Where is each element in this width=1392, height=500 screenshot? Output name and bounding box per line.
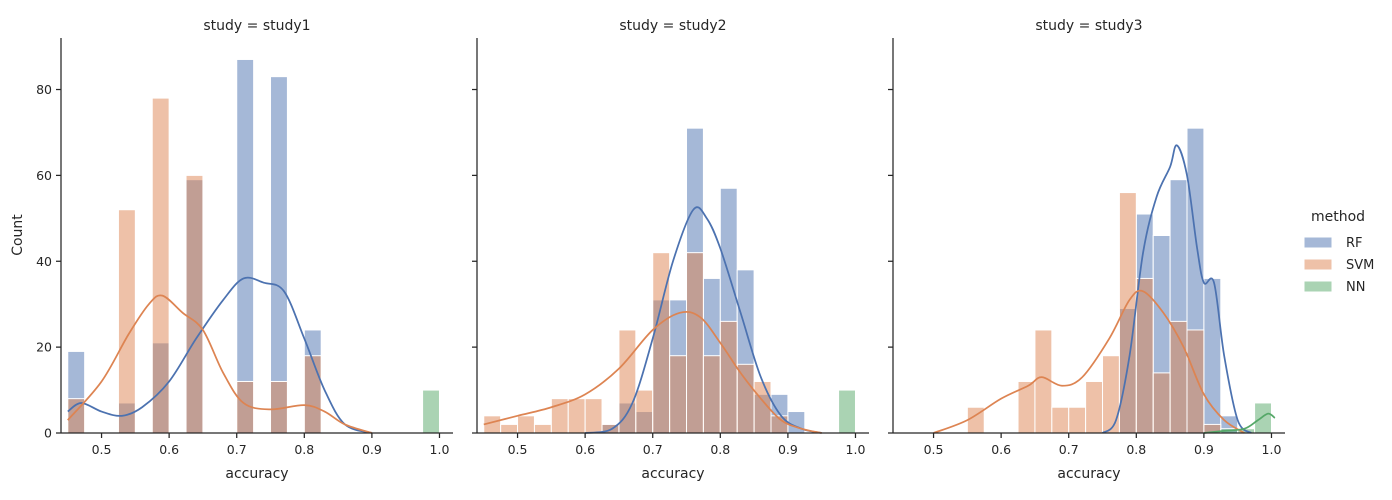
legend-swatch-svm [1303,258,1333,271]
bar-svm [635,389,654,434]
legend: method RF SVM NN [1303,209,1374,295]
y-tick-label: 80 [36,82,52,97]
y-tick-label: 20 [36,340,52,355]
x-tick-label: 0.7 [227,442,247,457]
panel-title: study = study3 [1035,18,1142,34]
bar-nn [838,389,856,434]
x-tick-label: 1.0 [1262,442,1282,457]
x-tick-label: 0.8 [294,442,314,457]
bar-svm [1186,329,1205,434]
x-tick-label: 0.9 [1194,442,1214,457]
bar-rf [270,76,288,434]
legend-swatch-nn [1303,280,1333,293]
x-tick-label: 0.6 [991,442,1011,457]
legend-entries: RF SVM NN [1303,236,1374,295]
x-tick-label: 0.8 [1126,442,1146,457]
bar-svm [669,355,688,434]
y-tick-label: 0 [44,426,52,441]
bar-svm [185,174,204,434]
bar-svm [1085,380,1104,434]
x-tick-label: 0.5 [92,442,112,457]
bar-nn [422,389,440,434]
bar-nn [1254,402,1272,434]
bar-svm [719,320,738,434]
x-tick-label: 0.7 [643,442,663,457]
bar-svm [1152,372,1171,434]
histogram-bars [67,58,440,434]
bar-svm [533,423,552,434]
x-tick-label: 0.7 [1059,442,1079,457]
x-tick-label: 1.0 [846,442,866,457]
x-axis-label: accuracy [225,466,288,482]
kde-line-nn [1203,412,1276,434]
x-tick-label: 0.8 [710,442,730,457]
panel-title: study = study2 [619,18,726,34]
kde-line-rf [1101,144,1252,434]
y-tick-label: 40 [36,254,52,269]
bar-rf [236,58,255,434]
bar-svm [702,355,721,434]
bar-svm [1068,406,1087,434]
histogram-bars [966,127,1272,434]
bar-svm [1135,277,1154,434]
bar-svm [618,329,637,434]
kde-line-svm [483,310,822,434]
x-tick-label: 1.0 [430,442,450,457]
x-tick-label: 0.5 [924,442,944,457]
panel-title: study = study1 [203,18,310,34]
bar-svm [517,415,535,434]
kde-line-svm [933,289,1245,434]
bar-svm [1102,355,1120,434]
legend-swatch-rf [1303,236,1333,249]
histogram-bars [483,127,856,434]
bar-svm [500,423,519,434]
kde-line-rf [67,276,373,434]
bar-svm [303,355,322,434]
panel-1: study = study1 0 20 40 60 80 0.5 0.6 0.7 0.8 0.9 1.… [36,18,453,482]
x-axis-label: accuracy [1057,466,1120,482]
bar-svm [151,97,170,434]
x-axis-label: accuracy [641,466,704,482]
bar-rf [1203,277,1222,434]
legend-label-nn: NN [1346,280,1365,295]
legend-label-svm: SVM [1346,258,1374,273]
y-axis-label: Count [10,214,26,256]
x-tick-label: 0.9 [362,442,382,457]
bar-svm [117,209,136,434]
panel-2: study = study2 0.5 0.6 0.7 0.8 0.9 1.0 accuracy [472,18,869,482]
kde-line-rf [585,206,822,434]
x-tick-label: 0.6 [159,442,179,457]
x-tick-label: 0.9 [778,442,798,457]
panels: study = study1 0 20 40 60 80 0.5 0.6 0.7 0.8 0.9 1.… [36,18,1285,482]
legend-label-rf: RF [1346,236,1363,251]
bar-svm [567,398,586,434]
bar-svm [1034,329,1053,434]
bar-svm [736,363,755,434]
x-tick-label: 0.5 [508,442,528,457]
bar-svm [584,398,603,434]
y-tick-label: 60 [36,168,52,183]
kde-line-svm [67,294,373,434]
legend-title: method [1311,209,1365,225]
panel-3: study = study3 0.5 0.6 0.7 0.8 0.9 1.0 accuracy [888,18,1285,482]
x-tick-label: 0.6 [575,442,595,457]
bar-svm [686,252,704,434]
bar-svm [1051,406,1070,434]
